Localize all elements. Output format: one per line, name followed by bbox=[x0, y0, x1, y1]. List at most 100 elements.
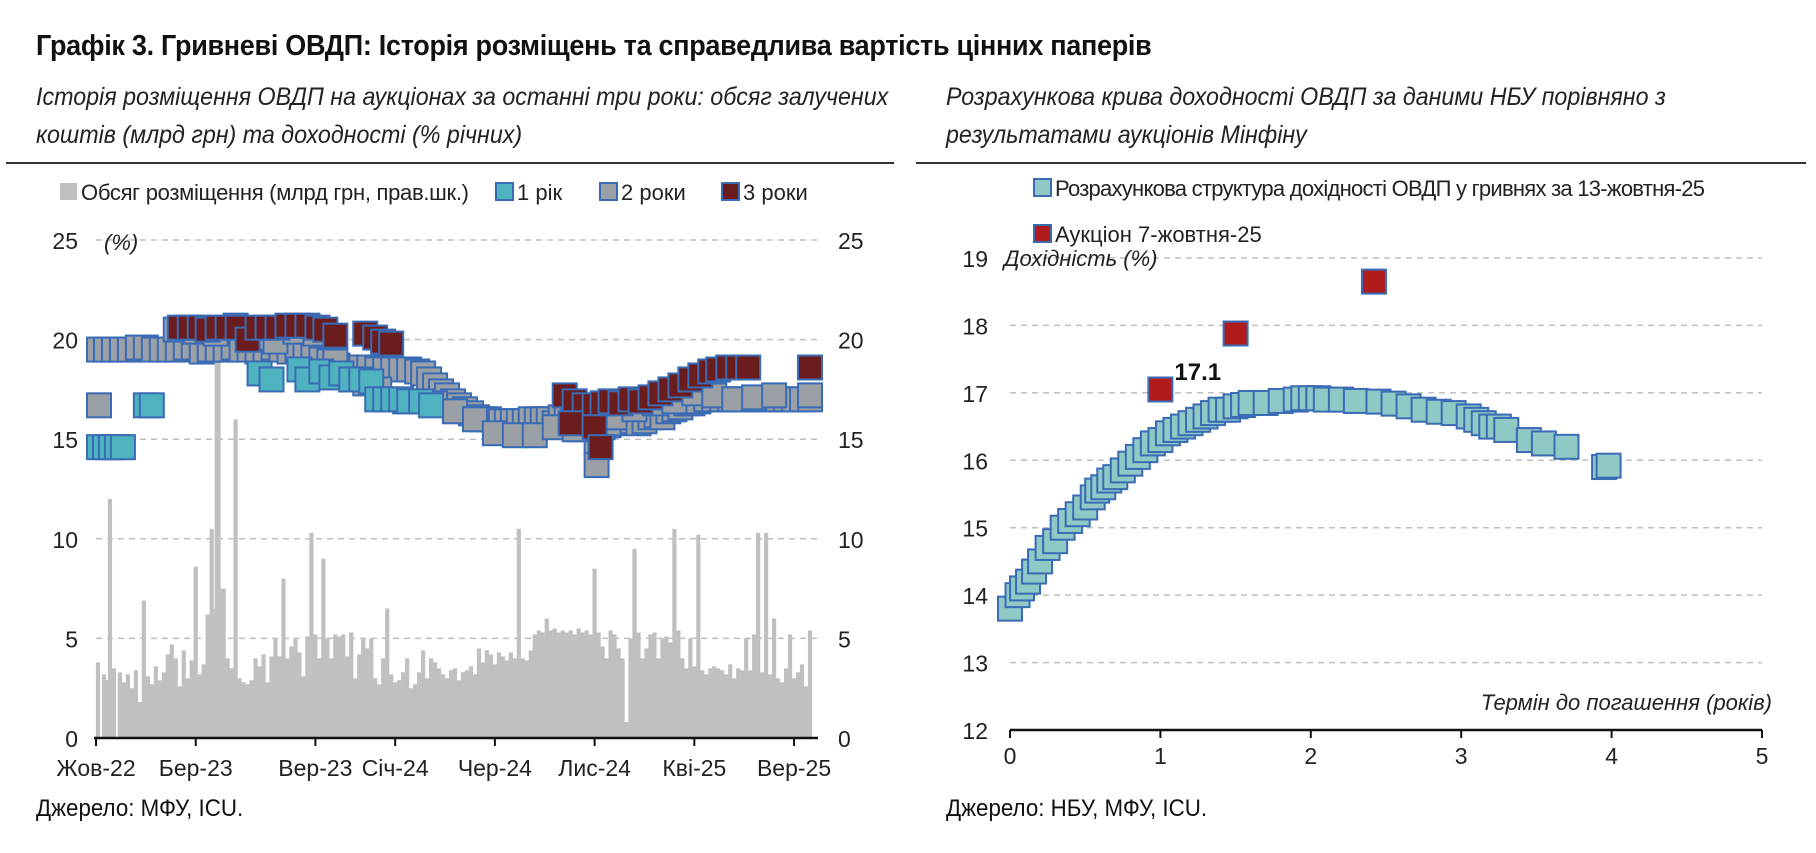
volume-bar bbox=[552, 628, 557, 738]
right-y-tick-label: 17 bbox=[962, 381, 988, 407]
right-x-tick-label: 4 bbox=[1605, 743, 1618, 769]
right-x-tick-label: 5 bbox=[1756, 743, 1769, 769]
volume-bar bbox=[193, 566, 198, 738]
right-subtitle-line-1: Розрахункова крива доходності ОВДП за да… bbox=[946, 83, 1666, 111]
volume-bar bbox=[125, 674, 131, 738]
volume-bar bbox=[600, 646, 605, 738]
volume-bar bbox=[480, 662, 486, 738]
right-divider bbox=[916, 162, 1806, 164]
left-chart-subtitle: Історія розміщення ОВДП на аукціонах за … bbox=[36, 78, 888, 154]
right-y-tick-label: 19 bbox=[962, 246, 988, 272]
left-y-unit-label: (%) bbox=[104, 230, 138, 255]
volume-bar bbox=[181, 650, 186, 738]
auction-annotation: 17.1 bbox=[1174, 359, 1221, 386]
volume-bar bbox=[548, 630, 553, 738]
volume-bar bbox=[748, 670, 753, 738]
volume-bar bbox=[668, 642, 673, 738]
volume-bar bbox=[269, 656, 274, 738]
volume-bar bbox=[616, 648, 621, 738]
volume-bar bbox=[644, 648, 649, 738]
right-x-tick-label: 3 bbox=[1455, 743, 1468, 769]
volume-bar bbox=[596, 632, 601, 738]
left-y-tick-label: 5 bbox=[65, 626, 78, 652]
volume-bar bbox=[608, 630, 613, 738]
volume-bar bbox=[201, 664, 206, 738]
volume-bar bbox=[285, 658, 290, 738]
yield-curve-point bbox=[1342, 387, 1369, 414]
left-y2-tick-label: 0 bbox=[838, 726, 851, 752]
volume-bar bbox=[444, 678, 450, 738]
volume-bar bbox=[724, 674, 729, 738]
right-legend-label: Розрахункова структура дохідності ОВДП у… bbox=[1055, 176, 1705, 201]
volume-bar bbox=[417, 672, 422, 738]
volume-bar bbox=[740, 670, 745, 738]
two-year-point bbox=[797, 382, 824, 409]
volume-bar bbox=[580, 632, 585, 738]
volume-bar bbox=[420, 650, 426, 738]
auction-point bbox=[1147, 376, 1174, 403]
volume-bar bbox=[468, 666, 474, 738]
volume-bar bbox=[329, 658, 334, 738]
left-x-tick-label: Жов-22 bbox=[56, 755, 135, 781]
right-chart-subtitle: Розрахункова крива доходності ОВДП за да… bbox=[946, 78, 1666, 154]
volume-bar bbox=[728, 664, 733, 738]
left-legend-label: 1 рік bbox=[517, 180, 562, 205]
right-legend-label: Аукціон 7-жовтня-25 bbox=[1055, 222, 1262, 247]
volume-bar bbox=[720, 670, 725, 738]
volume-bar bbox=[779, 682, 785, 738]
volume-bar bbox=[524, 660, 529, 738]
volume-bar bbox=[568, 630, 573, 738]
volume-bar bbox=[656, 658, 661, 738]
volume-bar bbox=[161, 672, 166, 738]
volume-bar bbox=[137, 702, 142, 738]
volume-bar bbox=[325, 638, 330, 738]
volume-bar bbox=[365, 648, 370, 738]
volume-bar bbox=[632, 548, 637, 738]
volume-bar bbox=[704, 674, 709, 738]
one-year-point bbox=[258, 366, 285, 393]
right-legend-swatch bbox=[1033, 224, 1052, 243]
volume-bar bbox=[293, 638, 298, 738]
volume-bar bbox=[756, 532, 761, 738]
left-source-note: Джерело: МФУ, ICU. bbox=[36, 795, 244, 822]
volume-bar bbox=[564, 632, 569, 738]
volume-bar bbox=[229, 668, 234, 738]
volume-bar bbox=[576, 628, 581, 738]
left-divider bbox=[6, 162, 894, 164]
three-year-point bbox=[797, 354, 824, 381]
volume-bar bbox=[273, 638, 278, 738]
volume-bar bbox=[214, 329, 221, 738]
volume-bar bbox=[305, 636, 310, 738]
volume-bar bbox=[512, 658, 517, 738]
volume-bar bbox=[129, 688, 135, 738]
page-title: Графік 3. Гривневі ОВДП: Історія розміще… bbox=[36, 30, 1152, 62]
volume-bar bbox=[245, 684, 250, 738]
two-year-point bbox=[761, 382, 788, 409]
volume-bar bbox=[209, 528, 214, 738]
left-y-tick-label: 25 bbox=[52, 228, 78, 254]
volume-bar bbox=[516, 528, 521, 738]
volume-bar bbox=[101, 674, 107, 738]
auction-point bbox=[1222, 320, 1249, 347]
volume-bar bbox=[640, 658, 645, 738]
yield-curve-point bbox=[1595, 452, 1622, 479]
three-year-point bbox=[735, 354, 762, 381]
volume-bar bbox=[141, 600, 146, 738]
volume-bar bbox=[795, 672, 801, 738]
left-x-tick-label: Бер-23 bbox=[159, 755, 233, 781]
volume-bar bbox=[377, 684, 382, 738]
volume-bar bbox=[676, 630, 681, 738]
volume-bar bbox=[337, 636, 342, 738]
volume-bar bbox=[117, 672, 123, 738]
right-y-tick-label: 18 bbox=[962, 313, 988, 339]
volume-bar bbox=[297, 652, 302, 738]
volume-bar bbox=[436, 668, 442, 738]
left-legend-label: 2 роки bbox=[621, 180, 686, 205]
right-legend-swatch bbox=[1033, 178, 1052, 197]
volume-bar bbox=[309, 532, 314, 738]
volume-bar bbox=[233, 419, 238, 738]
left-y2-tick-label: 15 bbox=[838, 427, 864, 453]
volume-bar bbox=[612, 634, 617, 738]
left-y2-tick-label: 5 bbox=[838, 626, 851, 652]
right-y-axis-label: Дохідність (%) bbox=[1001, 246, 1158, 271]
